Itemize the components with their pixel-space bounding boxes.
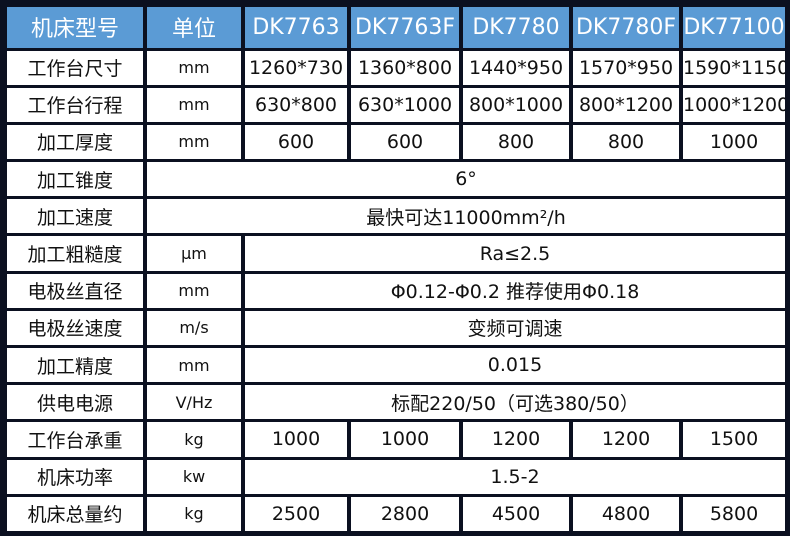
- value-cell: 4500: [463, 496, 569, 531]
- table-row: 加工锥度 6°: [7, 162, 785, 197]
- merged-value: 6°: [147, 162, 785, 197]
- table-row: 加工精度 mm 0.015: [7, 348, 785, 383]
- merged-value: 0.015: [245, 348, 785, 383]
- unit-cell: μm: [147, 236, 241, 271]
- value-cell: 5800: [683, 496, 785, 531]
- unit-cell: kg: [147, 496, 241, 531]
- value-cell: 1440*950: [463, 50, 569, 85]
- value-cell: 1000*1200: [683, 87, 785, 122]
- header-cell: DK7780: [463, 7, 569, 48]
- row-label: 机床总量约: [7, 496, 143, 531]
- unit-cell: mm: [147, 348, 241, 383]
- value-cell: 1590*1150: [683, 50, 785, 85]
- header-cell: DK7763F: [351, 7, 459, 48]
- value-cell: 4800: [573, 496, 679, 531]
- row-label: 工作台尺寸: [7, 50, 143, 85]
- table-row: 电极丝直径 mm Φ0.12-Φ0.2 推荐使用Φ0.18: [7, 273, 785, 308]
- value-cell: 1200: [463, 422, 569, 457]
- row-label: 工作台承重: [7, 422, 143, 457]
- merged-value: Ra≤2.5: [245, 236, 785, 271]
- header-cell: DK7780F: [573, 7, 679, 48]
- unit-cell: mm: [147, 124, 241, 160]
- value-cell: 1360*800: [351, 50, 459, 85]
- value-cell: 1000: [245, 422, 347, 457]
- value-cell: 800: [463, 124, 569, 160]
- row-label: 加工厚度: [7, 124, 143, 160]
- row-label: 电极丝速度: [7, 310, 143, 346]
- value-cell: 2800: [351, 496, 459, 531]
- value-cell: 600: [351, 124, 459, 160]
- value-cell: 800*1000: [463, 87, 569, 122]
- row-label: 机床功率: [7, 459, 143, 494]
- row-label: 加工锥度: [7, 162, 143, 197]
- table-row: 供电电源 V/Hz 标配220/50（可选380/50）: [7, 385, 785, 420]
- unit-cell: mm: [147, 273, 241, 308]
- unit-cell: kw: [147, 459, 241, 494]
- value-cell: 1570*950: [573, 50, 679, 85]
- merged-value: 最快可达11000mm²/h: [147, 199, 785, 234]
- value-cell: 600: [245, 124, 347, 160]
- header-cell: DK77100: [683, 7, 785, 48]
- row-label: 加工速度: [7, 199, 143, 234]
- table-row: 加工速度 最快可达11000mm²/h: [7, 199, 785, 234]
- value-cell: 800*1200: [573, 87, 679, 122]
- header-cell: DK7763: [245, 7, 347, 48]
- spec-table: 机床型号 单位 DK7763 DK7763F DK7780 DK7780F DK77100 工…: [3, 4, 789, 534]
- value-cell: 800: [573, 124, 679, 160]
- unit-cell: V/Hz: [147, 385, 241, 420]
- merged-value: 1.5-2: [245, 459, 785, 494]
- merged-value: Φ0.12-Φ0.2 推荐使用Φ0.18: [245, 273, 785, 308]
- value-cell: 1000: [683, 124, 785, 160]
- table-row: 工作台承重 kg 1000 1000 1200 1200 1500: [7, 422, 785, 457]
- value-cell: 630*1000: [351, 87, 459, 122]
- value-cell: 2500: [245, 496, 347, 531]
- table-row: 电极丝速度 m/s 变频可调速: [7, 310, 785, 346]
- table-row: 加工粗糙度 μm Ra≤2.5: [7, 236, 785, 271]
- unit-cell: mm: [147, 87, 241, 122]
- merged-value: 变频可调速: [245, 310, 785, 346]
- row-label: 工作台行程: [7, 87, 143, 122]
- row-label: 供电电源: [7, 385, 143, 420]
- merged-value: 标配220/50（可选380/50）: [245, 385, 785, 420]
- unit-cell: m/s: [147, 310, 241, 346]
- header-cell: 单位: [147, 7, 241, 48]
- row-label: 加工粗糙度: [7, 236, 143, 271]
- header-cell: 机床型号: [7, 7, 143, 48]
- unit-cell: kg: [147, 422, 241, 457]
- row-label: 电极丝直径: [7, 273, 143, 308]
- table-row: 加工厚度 mm 600 600 800 800 1000: [7, 124, 785, 160]
- table-row: 工作台尺寸 mm 1260*730 1360*800 1440*950 1570*950 1…: [7, 50, 785, 85]
- value-cell: 1260*730: [245, 50, 347, 85]
- row-label: 加工精度: [7, 348, 143, 383]
- value-cell: 1000: [351, 422, 459, 457]
- table-row: 机床总量约 kg 2500 2800 4500 4800 5800: [7, 496, 785, 531]
- header-row: 机床型号 单位 DK7763 DK7763F DK7780 DK7780F DK77100: [7, 7, 785, 48]
- table-row: 机床功率 kw 1.5-2: [7, 459, 785, 494]
- table-row: 工作台行程 mm 630*800 630*1000 800*1000 800*1200 10…: [7, 87, 785, 122]
- value-cell: 630*800: [245, 87, 347, 122]
- value-cell: 1500: [683, 422, 785, 457]
- value-cell: 1200: [573, 422, 679, 457]
- unit-cell: mm: [147, 50, 241, 85]
